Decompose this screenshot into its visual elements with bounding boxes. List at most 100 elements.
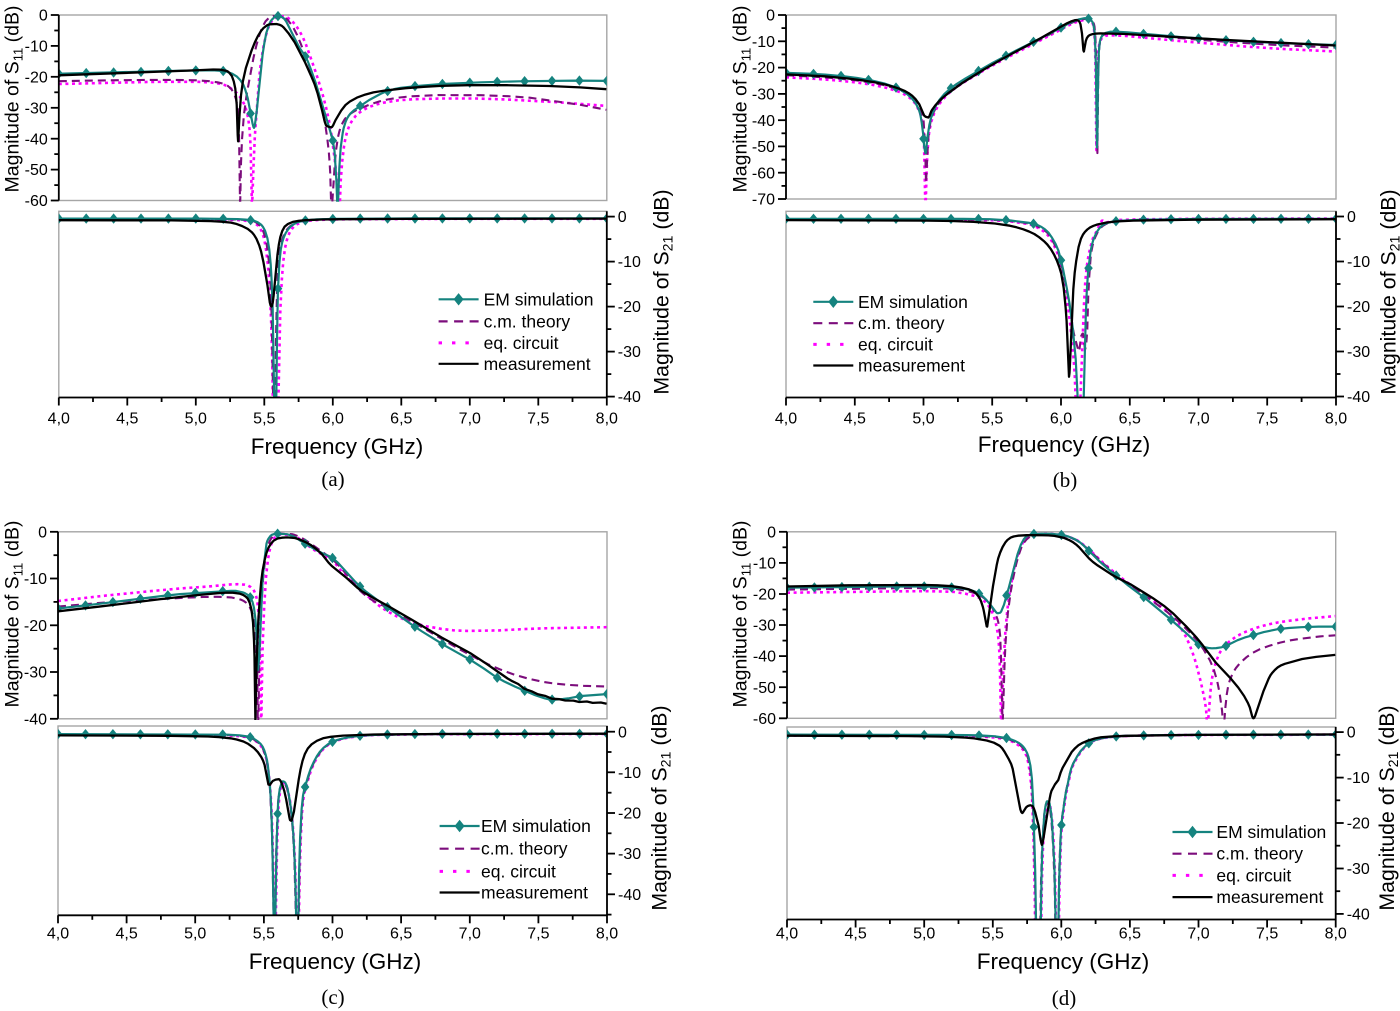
svg-text:-50: -50: [752, 139, 775, 156]
svg-text:-60: -60: [752, 165, 775, 182]
svg-text:-30: -30: [24, 665, 47, 682]
svg-text:4,5: 4,5: [844, 410, 866, 427]
svg-text:c.m. theory: c.m. theory: [858, 313, 945, 333]
svg-text:-40: -40: [618, 887, 641, 904]
svg-text:6,0: 6,0: [1050, 410, 1072, 427]
svg-text:EM simulation: EM simulation: [1216, 822, 1326, 842]
svg-text:8,0: 8,0: [1325, 925, 1347, 942]
svg-text:-30: -30: [752, 87, 775, 104]
svg-text:0: 0: [39, 8, 48, 25]
svg-text:c.m. theory: c.m. theory: [1216, 844, 1303, 864]
svg-text:7,5: 7,5: [527, 925, 549, 942]
svg-text:7,0: 7,0: [1187, 925, 1209, 942]
svg-text:7,0: 7,0: [459, 925, 481, 942]
svg-text:0: 0: [766, 8, 775, 25]
svg-text:6,5: 6,5: [1119, 410, 1141, 427]
svg-text:measurement: measurement: [858, 356, 965, 376]
svg-text:7,0: 7,0: [459, 410, 481, 427]
svg-text:0: 0: [767, 524, 776, 541]
svg-text:Frequency (GHz): Frequency (GHz): [249, 949, 422, 974]
svg-text:6,5: 6,5: [1119, 925, 1141, 942]
svg-text:(a): (a): [321, 467, 344, 491]
svg-text:eq. circuit: eq. circuit: [484, 333, 559, 353]
svg-text:-10: -10: [1347, 254, 1370, 271]
svg-text:0: 0: [618, 724, 627, 741]
svg-text:0: 0: [38, 524, 47, 541]
svg-text:-20: -20: [753, 587, 776, 604]
svg-text:-20: -20: [1347, 299, 1370, 316]
svg-text:5,5: 5,5: [253, 925, 275, 942]
svg-text:-60: -60: [753, 711, 776, 728]
svg-text:Frequency (GHz): Frequency (GHz): [978, 432, 1151, 457]
svg-text:measurement: measurement: [1216, 887, 1323, 907]
svg-text:4,0: 4,0: [48, 410, 70, 427]
svg-text:0: 0: [1347, 725, 1356, 742]
svg-text:6,0: 6,0: [321, 925, 343, 942]
svg-text:-50: -50: [25, 162, 48, 179]
svg-text:5,5: 5,5: [981, 410, 1003, 427]
svg-text:5,0: 5,0: [185, 410, 207, 427]
svg-text:Magnitude of S21 (dB): Magnitude of S21 (dB): [648, 705, 675, 910]
svg-text:-30: -30: [753, 618, 776, 635]
svg-text:Magnitude of S21 (dB): Magnitude of S21 (dB): [1377, 189, 1400, 394]
svg-text:5,0: 5,0: [913, 925, 935, 942]
svg-text:0: 0: [1347, 209, 1356, 226]
svg-text:eq. circuit: eq. circuit: [858, 334, 933, 354]
svg-text:4,0: 4,0: [775, 410, 797, 427]
svg-text:Frequency (GHz): Frequency (GHz): [977, 949, 1150, 974]
svg-text:-40: -40: [25, 131, 48, 148]
svg-text:-10: -10: [1347, 770, 1370, 787]
svg-text:-10: -10: [752, 34, 775, 51]
svg-text:-20: -20: [1347, 816, 1370, 833]
svg-text:-20: -20: [618, 806, 641, 823]
svg-text:-30: -30: [618, 344, 641, 361]
svg-text:4,5: 4,5: [844, 925, 866, 942]
svg-text:Magnitude of S11 (dB): Magnitude of S11 (dB): [2, 521, 26, 708]
svg-text:7,5: 7,5: [1256, 410, 1278, 427]
svg-text:-10: -10: [24, 571, 47, 588]
svg-text:Magnitude of S21 (dB): Magnitude of S21 (dB): [650, 189, 677, 394]
svg-text:-30: -30: [25, 100, 48, 117]
svg-text:-30: -30: [1347, 861, 1370, 878]
svg-text:5,0: 5,0: [184, 925, 206, 942]
svg-text:-50: -50: [753, 680, 776, 697]
svg-text:eq. circuit: eq. circuit: [1216, 865, 1291, 885]
svg-text:Magnitude of S11 (dB): Magnitude of S11 (dB): [730, 6, 754, 193]
svg-text:8,0: 8,0: [1325, 410, 1347, 427]
svg-text:6,0: 6,0: [1050, 925, 1072, 942]
svg-text:7,0: 7,0: [1187, 410, 1209, 427]
svg-text:-30: -30: [618, 846, 641, 863]
svg-text:4,5: 4,5: [116, 410, 138, 427]
svg-text:(d): (d): [1052, 986, 1077, 1010]
svg-text:-40: -40: [618, 389, 641, 406]
svg-text:measurement: measurement: [484, 354, 591, 374]
svg-text:5,5: 5,5: [253, 410, 275, 427]
svg-text:-40: -40: [24, 711, 47, 728]
svg-text:5,5: 5,5: [982, 925, 1004, 942]
svg-text:-10: -10: [753, 556, 776, 573]
svg-text:-10: -10: [25, 39, 48, 56]
svg-text:5,0: 5,0: [912, 410, 934, 427]
svg-text:8,0: 8,0: [596, 925, 618, 942]
svg-text:-10: -10: [618, 254, 641, 271]
svg-text:6,5: 6,5: [390, 925, 412, 942]
svg-text:8,0: 8,0: [596, 410, 618, 427]
svg-text:-20: -20: [752, 60, 775, 77]
svg-text:c.m. theory: c.m. theory: [481, 839, 568, 859]
svg-text:-20: -20: [618, 299, 641, 316]
svg-text:eq. circuit: eq. circuit: [481, 861, 556, 881]
svg-text:4,5: 4,5: [115, 925, 137, 942]
svg-text:c.m. theory: c.m. theory: [484, 311, 571, 331]
svg-text:Magnitude of S21 (dB): Magnitude of S21 (dB): [1375, 705, 1400, 910]
svg-text:Magnitude of S11 (dB): Magnitude of S11 (dB): [2, 6, 26, 193]
svg-text:Frequency (GHz): Frequency (GHz): [251, 434, 424, 459]
svg-text:4,0: 4,0: [47, 925, 69, 942]
svg-text:EM simulation: EM simulation: [481, 816, 591, 836]
svg-text:7,5: 7,5: [527, 410, 549, 427]
svg-text:(c): (c): [321, 985, 344, 1009]
svg-text:6,0: 6,0: [322, 410, 344, 427]
svg-text:EM simulation: EM simulation: [858, 292, 968, 312]
svg-text:-40: -40: [753, 649, 776, 666]
svg-text:-60: -60: [25, 193, 48, 210]
svg-text:6,5: 6,5: [390, 410, 412, 427]
